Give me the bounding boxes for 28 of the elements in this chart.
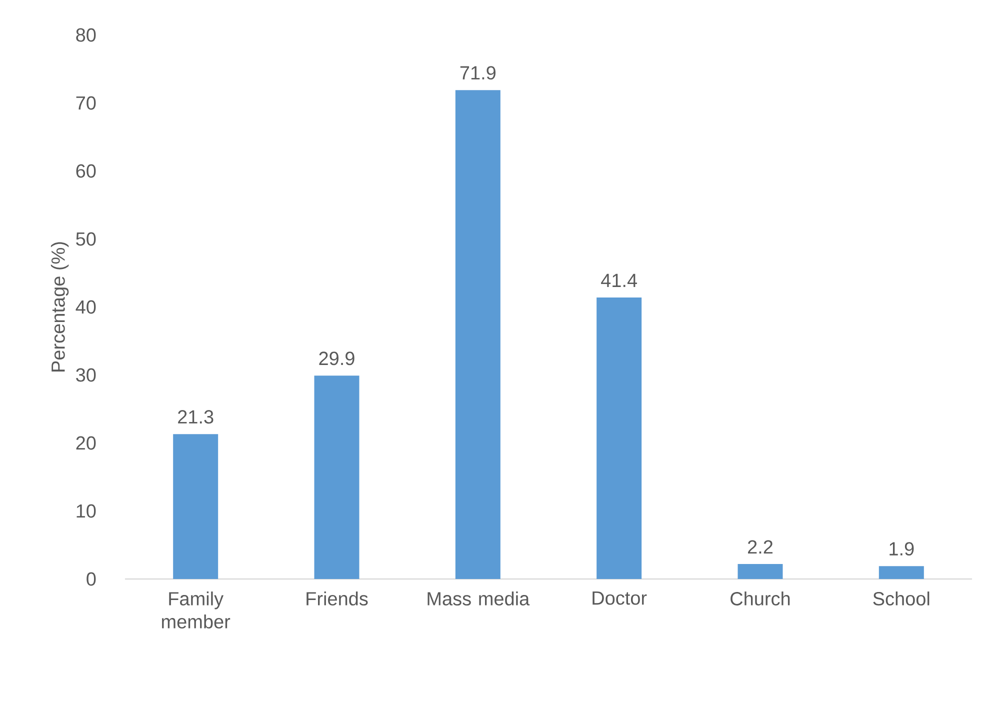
bar — [738, 564, 783, 579]
data-label: 1.9 — [890, 542, 914, 556]
x-tick-label: Doctor — [592, 592, 647, 605]
y-tick-label: 60 — [76, 164, 96, 178]
y-tick-label: 70 — [76, 96, 96, 110]
y-tick-label: 10 — [76, 504, 96, 518]
x-tick-label: Family member — [162, 592, 230, 628]
data-label: 2.2 — [748, 540, 772, 554]
x-tick-label: Friends — [306, 592, 368, 606]
x-tick-label: Mass media — [428, 592, 530, 606]
x-tick-label: Church — [730, 592, 790, 606]
y-tick-label: 80 — [76, 28, 96, 42]
y-tick-label: 30 — [76, 368, 96, 382]
bar — [455, 90, 500, 579]
y-tick-label: 0 — [86, 572, 96, 586]
y-tick-label: 40 — [76, 300, 96, 314]
bar — [173, 434, 218, 579]
data-label: 41.4 — [601, 274, 638, 287]
data-label: 71.9 — [460, 66, 496, 80]
bar — [878, 566, 924, 579]
data-label: 29.9 — [319, 352, 354, 366]
y-axis-title: Percentage (%) — [50, 242, 69, 372]
y-tick-label: 20 — [76, 436, 96, 450]
bar — [596, 297, 642, 579]
y-tick-label: 50 — [76, 232, 96, 246]
data-label: 21.3 — [178, 410, 214, 424]
x-tick-label: School — [873, 592, 930, 606]
bar — [314, 376, 360, 579]
